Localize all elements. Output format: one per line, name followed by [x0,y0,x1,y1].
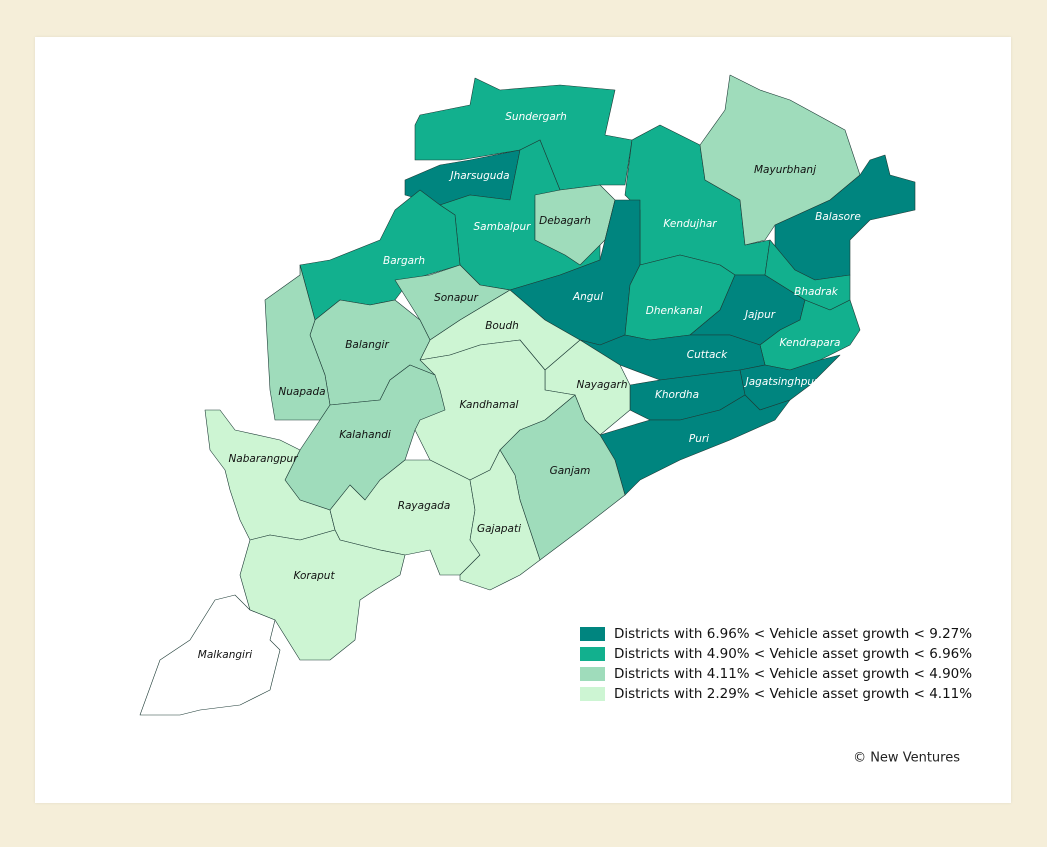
legend-label: Districts with 4.90% < Vehicle asset gro… [614,646,972,662]
district-label: Balangir [345,339,389,351]
district-label: Ganjam [550,465,591,477]
district [264,264,331,421]
district-label: Debagarh [539,215,591,227]
legend-label: Districts with 4.11% < Vehicle asset gro… [614,666,972,682]
district-label: Angul [572,291,603,303]
district-label: Sonapur [434,292,478,304]
district-label: Nuapada [278,386,325,398]
district-label: Nayagarh [576,379,627,391]
district-label: Cuttack [687,349,728,361]
credit: © New Ventures [853,751,960,766]
district-label: Malkangiri [198,649,252,661]
district-label: Jagatsinghpur [744,376,819,388]
legend-label: Districts with 6.96% < Vehicle asset gro… [614,626,972,642]
district-label: Kendujhar [663,218,717,230]
district-label: Balasore [815,211,861,223]
district-label: Dhenkanal [646,305,702,317]
district-label: Kalahandi [339,429,391,441]
district [599,394,791,496]
district-label: Gajapati [477,523,521,535]
district-label: Mayurbhanj [754,164,816,176]
legend-label: Districts with 2.29% < Vehicle asset gro… [614,686,972,702]
district-label: Sundergarh [505,111,567,123]
district-label: Kendrapara [780,337,841,349]
district-labels: Sundergarh Jharsuguda Sambalpur Debagarh Ken… [198,111,861,661]
district-label: Boudh [485,320,519,332]
districts [139,74,916,716]
district-label: Nabarangpur [228,453,298,465]
district-label: Puri [689,433,709,445]
district-label: Bargarh [383,255,425,267]
district-label: Kandhamal [460,399,519,411]
legend-swatch [580,687,605,701]
legend-swatch [580,647,605,661]
district-label: Rayagada [398,500,451,512]
legend-swatch [580,667,605,681]
district-label: Sambalpur [474,221,532,233]
district-label: Koraput [293,570,335,582]
district-label: Khordha [655,389,699,401]
district-label: Jharsuguda [448,170,509,182]
legend-swatch [580,627,605,641]
district-label: Jajpur [743,309,776,321]
district-label: Bhadrak [794,286,839,298]
district [139,594,281,716]
district [459,449,541,591]
